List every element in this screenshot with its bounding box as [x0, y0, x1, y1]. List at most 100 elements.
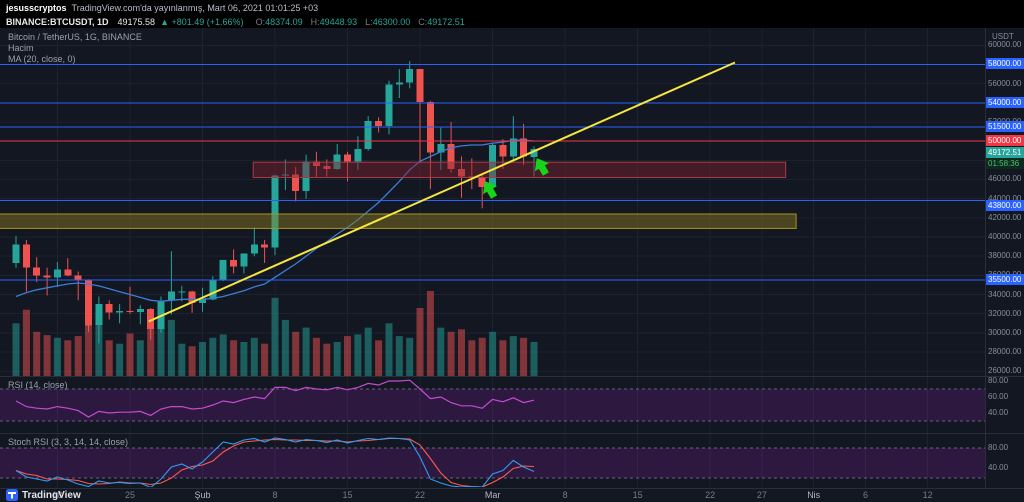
volume-bar: [74, 336, 82, 376]
volume-bar: [520, 337, 528, 376]
price-line-badge: 35500.00: [986, 274, 1024, 286]
price-tick: 34000.00: [988, 289, 1022, 299]
volume-bar: [416, 308, 424, 376]
time-label: Nis: [807, 490, 821, 500]
ohlc-open: O:48374.09: [255, 17, 303, 27]
candle-body: [375, 121, 383, 126]
symbol-title[interactable]: BINANCE:BTCUSDT, 1D: [6, 17, 109, 27]
candle-body: [478, 177, 486, 188]
candle-body: [271, 175, 279, 248]
volume-bar: [499, 340, 507, 376]
candle-body: [95, 304, 103, 326]
stoch-legend[interactable]: Stoch RSI (3, 3, 14, 14, close): [8, 437, 129, 447]
candle-body: [209, 280, 217, 300]
candle-body: [126, 310, 134, 312]
arrow-up-annotation[interactable]: [530, 154, 553, 178]
last-price-text: 49175.58: [117, 17, 156, 27]
price-line-badge: 54000.00: [986, 96, 1024, 108]
rsi-band: [0, 389, 985, 421]
price-change: ▲ +801.49 (+1.66%): [160, 17, 244, 27]
volume-bar: [426, 291, 434, 376]
candle-body: [530, 149, 538, 157]
stoch-axis-label: 40.00: [988, 463, 1009, 472]
ohlc-low: L:46300.00: [365, 17, 411, 27]
stoch-k-line: [15, 437, 535, 487]
candle-body: [292, 174, 300, 191]
volume-bar: [406, 337, 414, 376]
candle-body: [447, 144, 455, 169]
stoch-axis-label: 80.00: [988, 443, 1009, 452]
volume-bar: [437, 327, 445, 376]
time-label: 8: [562, 490, 568, 500]
price-tick: 56000.00: [988, 78, 1022, 88]
time-label: 27: [756, 490, 767, 500]
rsi-chart[interactable]: [0, 377, 985, 433]
volume-bar: [468, 340, 476, 376]
candle-body: [43, 275, 51, 278]
volume-bar: [64, 340, 72, 376]
volume-bar: [147, 328, 155, 376]
pane-divider[interactable]: [0, 433, 1024, 434]
ohlc-close: C:49172.51: [418, 17, 465, 27]
candle-body: [281, 174, 289, 176]
time-label: 6: [862, 490, 868, 500]
candle-body: [385, 84, 393, 126]
volume-bar: [395, 336, 403, 376]
volume-bar: [323, 343, 331, 376]
stoch-rsi-chart[interactable]: [0, 434, 985, 487]
candle-body: [437, 144, 445, 153]
ma-line: [15, 139, 535, 302]
rsi-pane[interactable]: [0, 377, 985, 433]
ohlc-high: H:49448.93: [310, 17, 358, 27]
candle-body: [344, 154, 351, 162]
volume-bar: [22, 309, 30, 376]
candle-body: [323, 166, 331, 169]
main-pane[interactable]: [0, 28, 985, 376]
volume-bar: [126, 333, 134, 376]
volume-bar: [302, 327, 310, 376]
arrow-up-annotation[interactable]: [478, 177, 501, 201]
zone-rectangle[interactable]: [0, 213, 797, 229]
rsi-legend[interactable]: RSI (14, close): [8, 380, 68, 390]
legend-ma[interactable]: MA (20, close, 0): [8, 54, 76, 64]
volume-bar: [188, 346, 196, 376]
main-price-chart[interactable]: [0, 28, 985, 376]
volume-bar: [385, 323, 393, 376]
trendline[interactable]: [148, 61, 736, 323]
legend-volume[interactable]: Hacim: [8, 43, 34, 53]
tradingview-logo-icon: [6, 489, 18, 501]
time-label: 15: [342, 490, 353, 500]
volume-bar: [95, 311, 103, 376]
price-tick: 32000.00: [988, 308, 1022, 318]
candle-body: [188, 291, 196, 304]
legend-symbol[interactable]: Bitcoin / TetherUS, 1G, BINANCE: [8, 32, 142, 42]
candle-body: [116, 310, 124, 313]
candle-body: [105, 304, 113, 313]
pane-divider[interactable]: [0, 376, 1024, 377]
candle-body: [74, 275, 82, 281]
main-legend: Bitcoin / TetherUS, 1G, BINANCE Hacim MA…: [8, 32, 142, 65]
candle-body: [199, 299, 206, 304]
candle-body: [167, 291, 175, 301]
tradingview-logo[interactable]: TradingView: [6, 488, 81, 502]
candle-body: [85, 280, 92, 326]
candle-body: [240, 253, 248, 267]
volume-bar: [530, 342, 538, 376]
candle-body: [33, 267, 41, 276]
author-name: jesusscryptos: [6, 3, 67, 13]
price-line-badge: 43800.00: [986, 199, 1024, 211]
volume-bar: [312, 337, 320, 376]
tradingview-logo-text: TradingView: [22, 489, 81, 501]
price-axis[interactable]: USDT 60000.0058000.0056000.0054000.00520…: [985, 28, 1024, 488]
time-label: 12: [922, 490, 933, 500]
time-axis[interactable]: 18 25 Şub 8 15 22 Mar 8 15 22 27 Nis 6 12: [0, 488, 1024, 502]
volume-bar: [219, 334, 227, 376]
candle-body: [302, 161, 310, 191]
volume-bar: [271, 297, 279, 376]
zone-rectangle[interactable]: [252, 161, 787, 178]
volume-bar: [364, 327, 372, 376]
volume-bar: [230, 340, 238, 376]
candle-body: [22, 244, 30, 268]
stoch-pane[interactable]: [0, 434, 985, 487]
